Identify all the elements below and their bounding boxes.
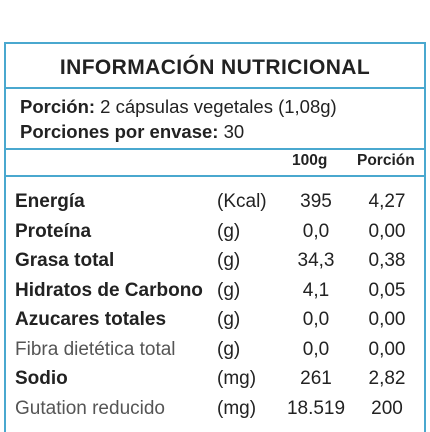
nutrient-unit: (g) [217,309,241,330]
value-per-portion: 0,00 [368,338,406,360]
nutrient-row: Azucares totales (g) 0,0 0,00 [6,305,424,334]
nutrient-row: Hidratos de Carbono (g) 4,1 0,05 [6,276,424,305]
value-per-100g: 0,0 [302,309,330,330]
value-per-portion: 0,00 [368,220,406,242]
nutrient-name: Sodio [15,368,68,389]
per-container-value: 30 [223,121,245,142]
nutrient-name: Proteína [15,220,92,242]
per-container-line: Porciones por envase: 30 [20,121,244,143]
nutrient-unit: (mg) [217,397,257,419]
portion-value: 2 cápsulas vegetales (1,08g) [100,96,337,117]
divider-title [6,87,424,89]
value-per-portion: 4,27 [368,191,406,212]
value-per-100g: 261 [300,368,332,389]
nutrient-unit: (g) [217,250,241,271]
divider-serving [6,148,424,150]
value-per-100g: 0,0 [302,220,330,242]
nutrient-name: Gutation reducido [15,397,165,419]
nutrient-row: Grasa total (g) 34,3 0,38 [6,246,424,275]
value-per-100g: 0,0 [302,338,330,360]
value-per-100g: 395 [300,191,332,212]
nutrient-unit: (g) [217,338,241,360]
value-per-100g: 18.519 [286,397,346,419]
nutrient-unit: (Kcal) [217,191,267,212]
value-per-portion: 2,82 [368,368,406,389]
nutrient-row: Energía (Kcal) 395 4,27 [6,187,424,216]
value-per-portion: 0,00 [368,309,406,330]
nutrient-name: Hidratos de Carbono [15,279,203,301]
nutrient-name: Energía [15,191,85,212]
nutrient-row: Gutation reducido (mg) 18.519 200 [6,394,424,423]
value-per-portion: 0,05 [368,279,406,301]
per-container-label: Porciones por envase: [20,121,219,142]
portion-line: Porción: 2 cápsulas vegetales (1,08g) [20,96,337,118]
column-header-portion: Porción [357,152,415,169]
column-header-100g: 100g [292,152,328,169]
value-per-100g: 34,3 [297,250,335,271]
nutrient-row: Proteína (g) 0,0 0,00 [6,217,424,246]
nutrient-unit: (g) [217,220,241,242]
value-per-portion: 0,38 [368,250,406,271]
nutrient-row: Fibra dietética total (g) 0,0 0,00 [6,335,424,364]
nutrient-unit: (mg) [217,368,257,389]
value-per-portion: 200 [371,397,403,419]
portion-label: Porción: [20,96,96,117]
nutrient-name: Grasa total [15,250,115,271]
value-per-100g: 4,1 [302,279,330,301]
panel-title: INFORMACIÓN NUTRICIONAL [59,56,371,79]
nutrient-unit: (g) [217,279,241,301]
divider-header [6,175,424,177]
nutrient-name: Azucares totales [15,309,167,330]
nutrient-row: Sodio (mg) 261 2,82 [6,364,424,393]
nutrient-name: Fibra dietética total [15,338,176,360]
nutrition-facts-panel: INFORMACIÓN NUTRICIONAL Porción: 2 cápsu… [4,42,426,432]
